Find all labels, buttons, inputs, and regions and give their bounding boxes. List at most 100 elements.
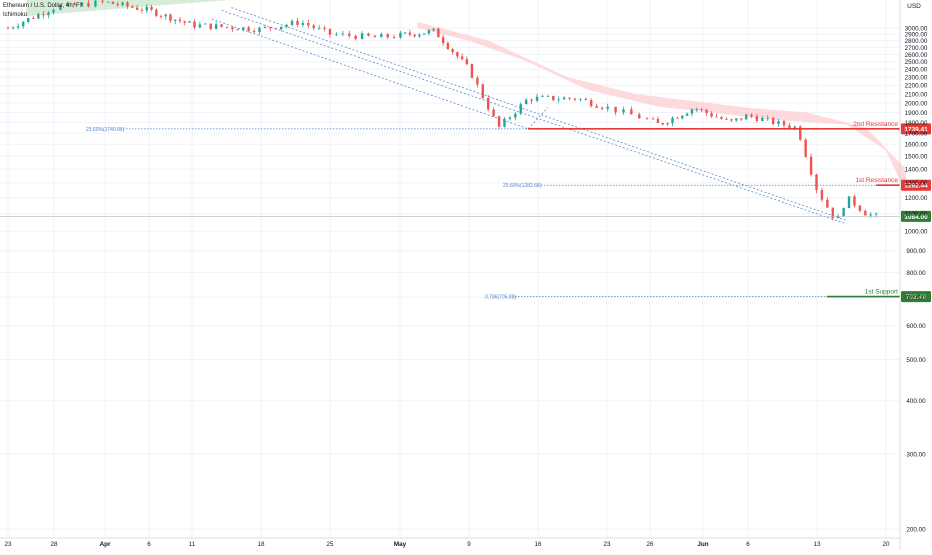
price-tick: 2500.00: [905, 59, 928, 66]
candle: [66, 1, 69, 7]
candle: [573, 97, 577, 102]
candle: [487, 94, 490, 112]
price-axis: USD 200.00 300.00 400.00 500.00 600.00 700.00 8…: [899, 0, 928, 550]
candle: [94, 0, 97, 8]
level-price-text: 702.40: [906, 294, 926, 301]
candle: [720, 115, 723, 120]
trendlines: [211, 7, 847, 225]
candle: [745, 113, 748, 120]
candle-body: [750, 114, 753, 117]
candle: [323, 25, 326, 32]
candle: [242, 27, 245, 32]
candle: [666, 122, 669, 126]
candle-body: [874, 213, 878, 215]
candle: [59, 4, 62, 11]
candle: [755, 113, 759, 123]
candle-body: [437, 28, 440, 38]
level-price-badge: [901, 179, 931, 191]
candle-body: [47, 12, 50, 16]
level-label: 2nd Resistance: [853, 121, 898, 128]
candle-body: [740, 118, 743, 120]
candle: [735, 118, 738, 122]
candle-body: [782, 121, 786, 126]
candle: [715, 113, 718, 118]
candle-body: [323, 27, 326, 29]
candle-body: [470, 64, 474, 78]
price-tick: 2400.00: [905, 67, 928, 74]
candle: [101, 0, 104, 5]
price-tick: 2300.00: [905, 74, 928, 81]
candle: [135, 5, 139, 11]
price-tick: 1200.00: [905, 195, 928, 202]
candle: [312, 23, 315, 31]
candle-body: [198, 24, 202, 28]
candle-body: [348, 33, 351, 36]
candle-body: [853, 196, 856, 206]
candle: [285, 23, 288, 29]
level-price-badge: [901, 123, 931, 135]
candle: [590, 98, 593, 108]
candle: [328, 28, 332, 38]
candle-body: [360, 33, 364, 39]
price-tick: 1000.00: [905, 229, 928, 236]
fib-label: 23.60%(1740.81): [86, 127, 125, 133]
candle-body: [508, 117, 512, 119]
candle-body: [606, 106, 609, 109]
candle-body: [399, 32, 402, 38]
time-tick: May: [394, 541, 407, 548]
last-price-text: 1084.00: [904, 214, 928, 221]
candle-body: [492, 109, 495, 117]
candle-body: [864, 210, 867, 216]
candle: [437, 27, 440, 38]
candle: [456, 51, 459, 59]
candle: [116, 1, 119, 8]
price-tick: 2700.00: [905, 45, 928, 52]
candle-body: [676, 117, 679, 119]
candle: [341, 30, 345, 37]
candle-body: [204, 23, 207, 25]
candle-body: [135, 7, 139, 10]
candle-body: [831, 207, 834, 219]
candle: [568, 97, 571, 101]
price-tick: 2600.00: [905, 52, 928, 59]
candle: [476, 75, 479, 88]
level-label: 1st Resistance: [855, 177, 898, 184]
candle: [380, 32, 383, 38]
price-tick: 1800.00: [905, 120, 928, 127]
candle: [656, 116, 660, 124]
candle-body: [32, 18, 35, 19]
chart-legend: Ethereum / U.S. Dollar, 4h, FX Ichimoku: [3, 2, 84, 20]
candle: [188, 20, 191, 23]
candle: [446, 41, 450, 50]
price-tick: 1400.00: [905, 166, 928, 173]
candle: [595, 103, 598, 109]
candle-body: [710, 113, 713, 117]
candle: [584, 97, 588, 101]
candle-body: [788, 125, 791, 129]
candle-body: [225, 26, 229, 28]
candle: [710, 111, 713, 118]
candle-body: [386, 34, 389, 38]
candle-body: [392, 37, 396, 38]
candle-body: [666, 123, 669, 125]
level-1st-support: 0.786(705.88) 1st Support 702.40: [485, 289, 931, 303]
candle: [470, 63, 474, 79]
indicator-name: Ichimoku: [3, 12, 28, 18]
time-tick: 28: [50, 541, 58, 548]
candle: [422, 33, 426, 35]
candle-body: [546, 95, 550, 97]
candle-body: [661, 122, 665, 125]
candle-body: [815, 174, 818, 191]
candle: [126, 1, 129, 10]
candle-body: [317, 27, 321, 29]
time-tick: Apr: [100, 541, 111, 548]
candle-body: [842, 208, 845, 217]
candle-body: [487, 98, 490, 110]
candle-body: [432, 28, 435, 31]
candle-body: [73, 3, 76, 6]
candle: [52, 8, 55, 15]
price-tick: 900.00: [906, 248, 926, 255]
candle: [150, 4, 153, 12]
